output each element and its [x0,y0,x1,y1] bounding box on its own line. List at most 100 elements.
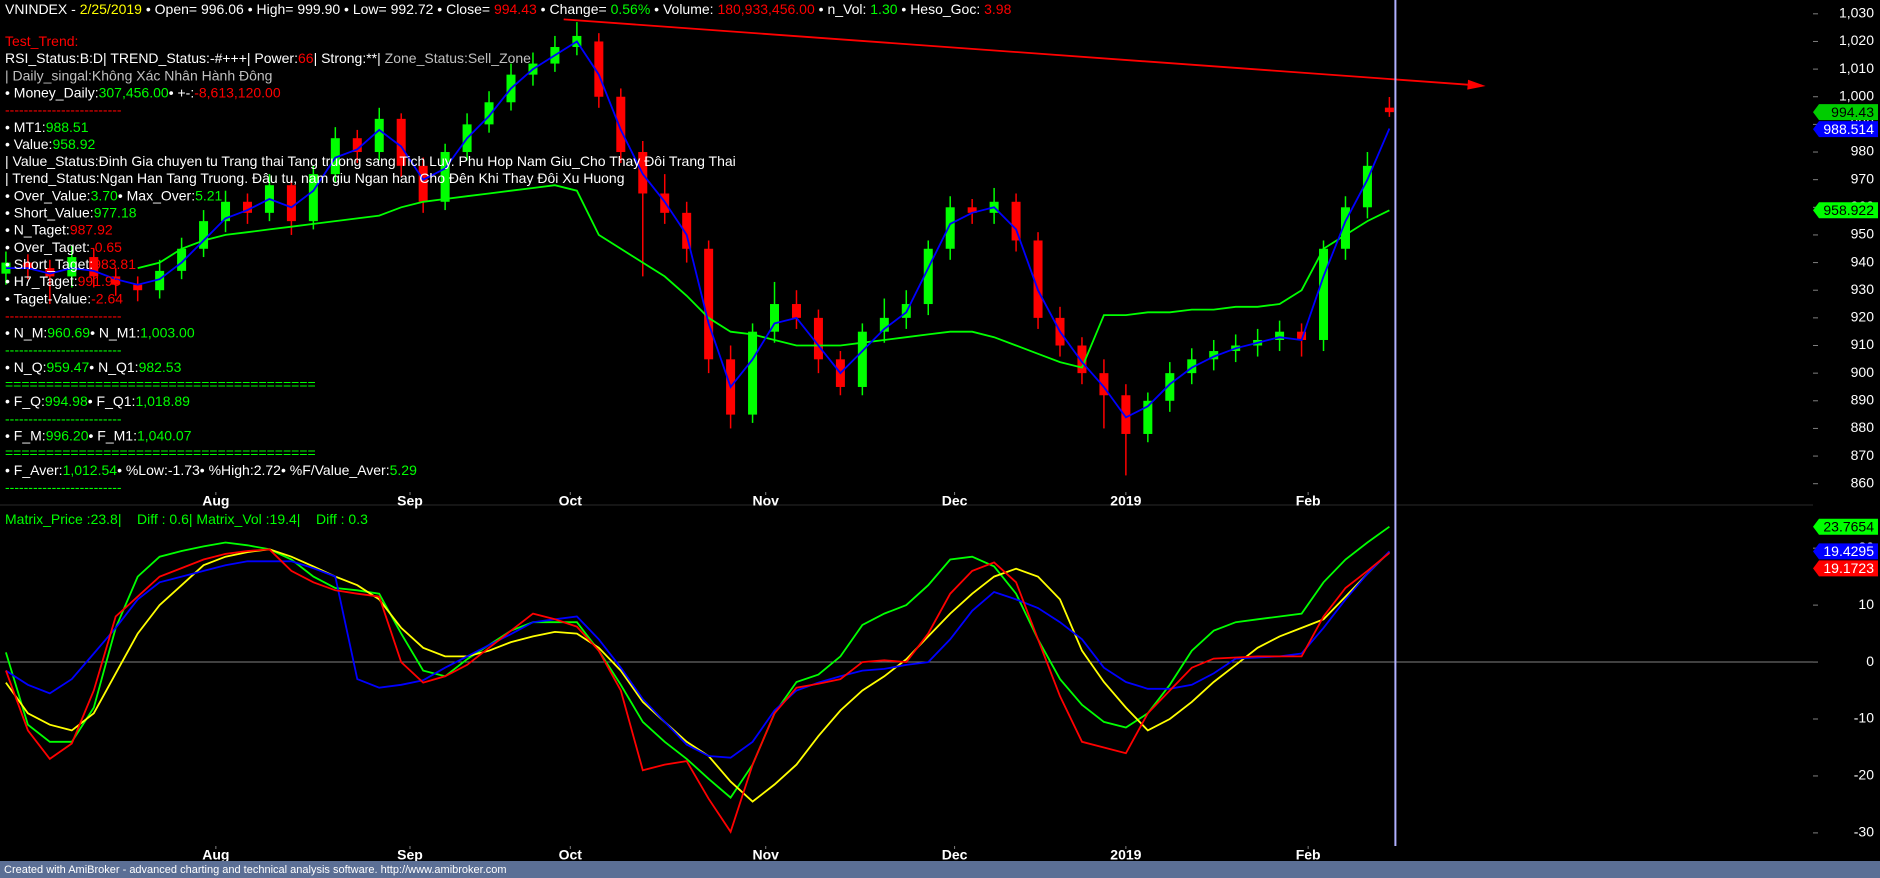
candle-body [1209,351,1219,360]
readout-line: | Daily_singal:Không Xác Nhân Hành Đông [5,67,272,83]
indicator-line [5,525,1390,799]
readout-segment: Test_Trend: [5,33,78,49]
readout-line: • Over_Taget:-0.65 [5,239,122,255]
readout-segment: | Value_Status:Đinh Gia chuyen tu Trang … [5,153,736,169]
readout-line: ------------------------- [5,410,122,426]
y-tick-label: 950 [1851,226,1875,242]
candle-body [45,268,55,277]
readout-segment: 66 [298,50,314,66]
readout-line: • N_Q:959.47• N_Q1:982.53 [5,359,182,375]
candle-body [418,165,428,202]
header-segment: 2/25/2019 [80,1,142,17]
readout-segment: 983.81 [93,256,136,272]
readout-segment: | Strong:**| [314,50,385,66]
x-tick-label: Sep [397,847,423,863]
readout-segment: • N_M: [5,324,47,340]
header-segment: • Heso_Goc: [898,1,985,17]
candle-body [770,304,780,332]
readout-segment: ------------------------- [5,341,122,357]
y-tick-label: 1,010 [1839,60,1874,76]
value-tag-label: 988.514 [1823,121,1874,137]
candle-body [89,257,99,277]
candle-body [23,262,33,269]
x-tick-label: Aug [202,493,229,509]
readout-line: ------------------------- [5,341,122,357]
readout-segment: • F_Q: [5,393,45,409]
status-text: Created with AmiBroker - advanced charti… [4,864,507,876]
candle-body [1099,373,1109,396]
readout-segment: Zone_Status:Sell_Zone [385,50,532,66]
candle-body [1011,201,1021,241]
readout-segment: 994.98 [45,393,88,409]
candle-body [67,257,77,277]
value-tag-label: 23.7654 [1823,518,1874,534]
header-segment: 0.56% [611,1,651,17]
candle-body [748,331,758,415]
candle-body [1143,400,1153,434]
readout-segment: 988.51 [46,118,89,134]
readout-segment: • Over_Taget: [5,239,90,255]
candle-body [111,276,121,285]
indicator-line [5,550,1391,759]
value-tag-label: 19.4295 [1823,543,1874,559]
header-segment: • n_Vol: [815,1,871,17]
x-tick-label: Oct [559,493,583,509]
readout-segment: 958.92 [52,136,95,152]
candle-body [440,152,450,202]
readout-segment: 1,003.00 [140,324,195,340]
readout-segment: 1,018.89 [135,393,190,409]
indicator-line [5,548,1391,803]
readout-segment: 982.53 [139,359,182,375]
candle-body [616,96,626,153]
header-segment: Matrix_Price :23.8| Diff : 0.6| Matrix_V… [5,511,368,527]
readout-segment: -2.64 [91,290,123,306]
readout-segment: • +-: [169,84,195,100]
header-segment: • Open= 996.06 • High= 999.90 • Low= 992… [142,1,494,17]
header-segment: 1.30 [870,1,897,17]
candle-body [857,331,867,387]
readout-segment: 977.18 [94,204,137,220]
readout-segment: ====================================== [5,376,316,392]
readout-segment: • Money_Daily: [5,84,99,100]
readout-line: ------------------------- [5,479,122,495]
trend-line [563,18,1482,87]
candle-body [242,201,252,213]
candle-body [1121,395,1131,434]
value-tag-box [1813,543,1878,560]
candle-body [1384,107,1394,113]
candle-body [1362,165,1372,208]
y-tick-label: 940 [1851,253,1875,269]
candle-body [1077,345,1087,374]
y-tick-label: -10 [1854,710,1874,726]
readout-line: ------------------------- [5,307,122,323]
header-segment: • Change= [537,1,611,17]
header-segment: VNINDEX - [5,1,80,17]
readout-segment: 960.69 [47,324,90,340]
readout-segment: | Daily_singal:Không Xác Nhân Hành Đông [5,67,272,83]
candle-body [484,102,494,125]
text-layer: 1,0301,0201,0101,00099098097096095094093… [5,1,1874,863]
candle-body [923,248,933,305]
x-tick-label: Nov [753,493,780,509]
indicator-line [137,184,1390,369]
readout-segment: -0.65 [90,239,122,255]
readout-segment: • N_Q: [5,359,46,375]
readout-line: • F_Aver:1,012.54• %Low:-1.73• %High:2.7… [5,461,417,477]
y-tick-label: 880 [1851,419,1875,435]
readout-line: • Money_Daily:307,456.00• +-:-8,613,120.… [5,84,281,100]
readout-line: ====================================== [5,444,316,460]
panel-text: 1,0301,0201,0101,00099098097096095094093… [5,1,1874,509]
readout-segment: • N_Q1: [89,359,138,375]
readout-segment: ====================================== [5,444,316,460]
readout-segment: 991.96 [78,273,121,289]
panel-header: Matrix_Price :23.8| Diff : 0.6| Matrix_V… [5,511,368,527]
x-tick-label: Dec [942,493,968,509]
readout-line: ------------------------- [5,101,122,117]
candle-body [177,248,187,271]
candle-body [352,138,362,153]
